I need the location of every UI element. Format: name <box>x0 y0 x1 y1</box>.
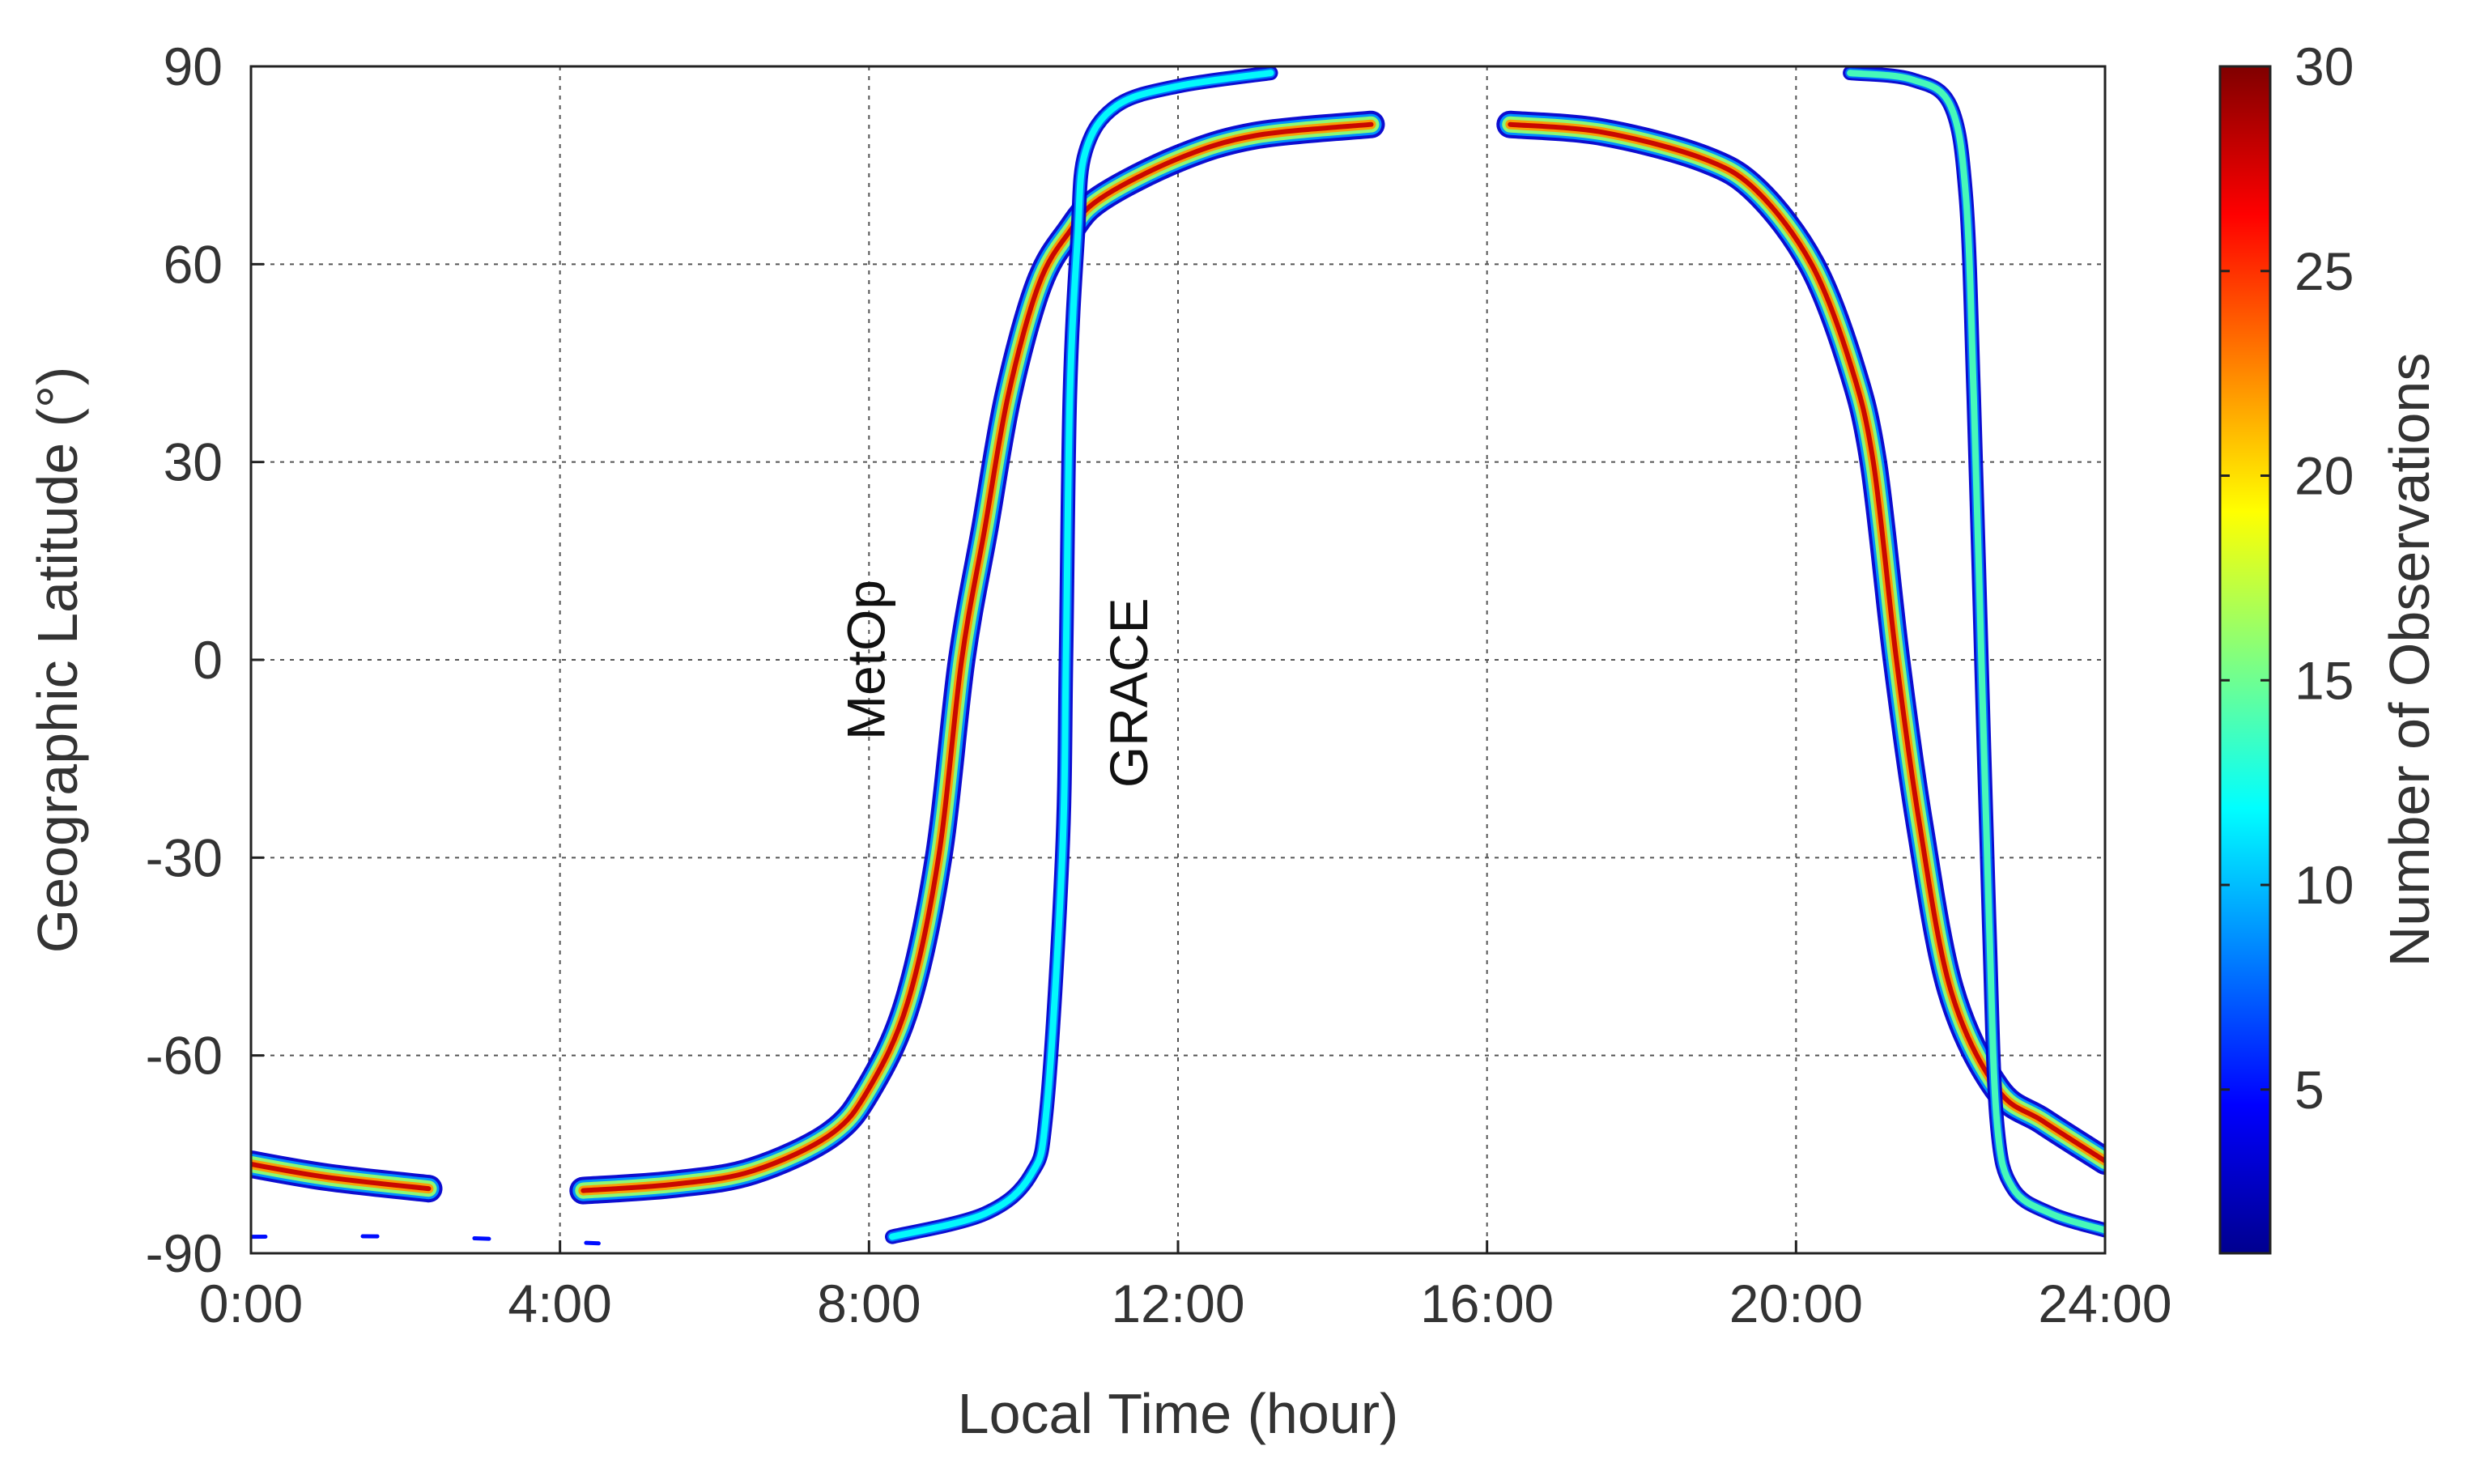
track-stroke <box>1847 70 2105 1234</box>
track-metop-dawn-pass <box>251 1150 443 1203</box>
data-tracks <box>251 66 2105 1246</box>
colorbar-tick-label: 30 <box>2294 36 2354 96</box>
y-tick-label: 0 <box>193 630 223 690</box>
colorbar-tick-label: 5 <box>2294 1060 2324 1120</box>
y-tick-label: -60 <box>146 1026 223 1086</box>
track-stroke <box>251 1162 432 1192</box>
y-axis-label: Geographic Latitude (°) <box>26 367 89 954</box>
colorbar-tick-label: 20 <box>2294 446 2354 506</box>
x-axis-label: Local Time (hour) <box>958 1382 1399 1445</box>
colorbar-tick-label: 15 <box>2294 650 2354 710</box>
y-tick-label: 30 <box>164 432 223 492</box>
x-tick-label: 8:00 <box>817 1274 921 1333</box>
y-tick-label: 60 <box>164 234 223 294</box>
annotations: MetOp GRACE <box>836 580 1158 788</box>
track-stroke <box>889 70 1274 1240</box>
track-metop-dawn-pass <box>569 110 1385 1205</box>
annotation-metop: MetOp <box>836 580 895 740</box>
x-tick-label: 0:00 <box>199 1274 303 1333</box>
x-tick-label: 20:00 <box>1729 1274 1863 1333</box>
x-axis-ticks: 0:00 4:00 8:00 12:00 16:00 20:00 24:00 <box>199 1240 2172 1333</box>
y-tick-label: -90 <box>146 1223 223 1283</box>
track-stroke <box>581 121 1374 1193</box>
x-tick-label: 24:00 <box>2038 1274 2171 1333</box>
y-tick-label: 90 <box>164 36 223 96</box>
colorbar <box>2218 65 2272 1255</box>
track-grace-evening-pass <box>1843 66 2105 1238</box>
y-axis-ticks: 90 60 30 0 -30 -60 -90 <box>146 36 264 1283</box>
track-metop-dusk-pass <box>1496 110 2105 1175</box>
x-tick-label: 16:00 <box>1420 1274 1554 1333</box>
colorbar-tick-label: 10 <box>2294 855 2354 915</box>
colorbar-label: Number of Observations <box>2378 353 2441 967</box>
x-tick-label: 12:00 <box>1111 1274 1244 1333</box>
annotation-grace: GRACE <box>1099 597 1159 788</box>
y-tick-label: -30 <box>146 827 223 887</box>
track-grace-morning-pass <box>885 66 1278 1244</box>
track-stroke <box>1508 121 2105 1163</box>
colorbar-ticks: 5 10 15 20 25 30 <box>2220 36 2354 1120</box>
x-tick-label: 4:00 <box>508 1274 611 1333</box>
colorbar-tick-label: 25 <box>2294 241 2354 301</box>
